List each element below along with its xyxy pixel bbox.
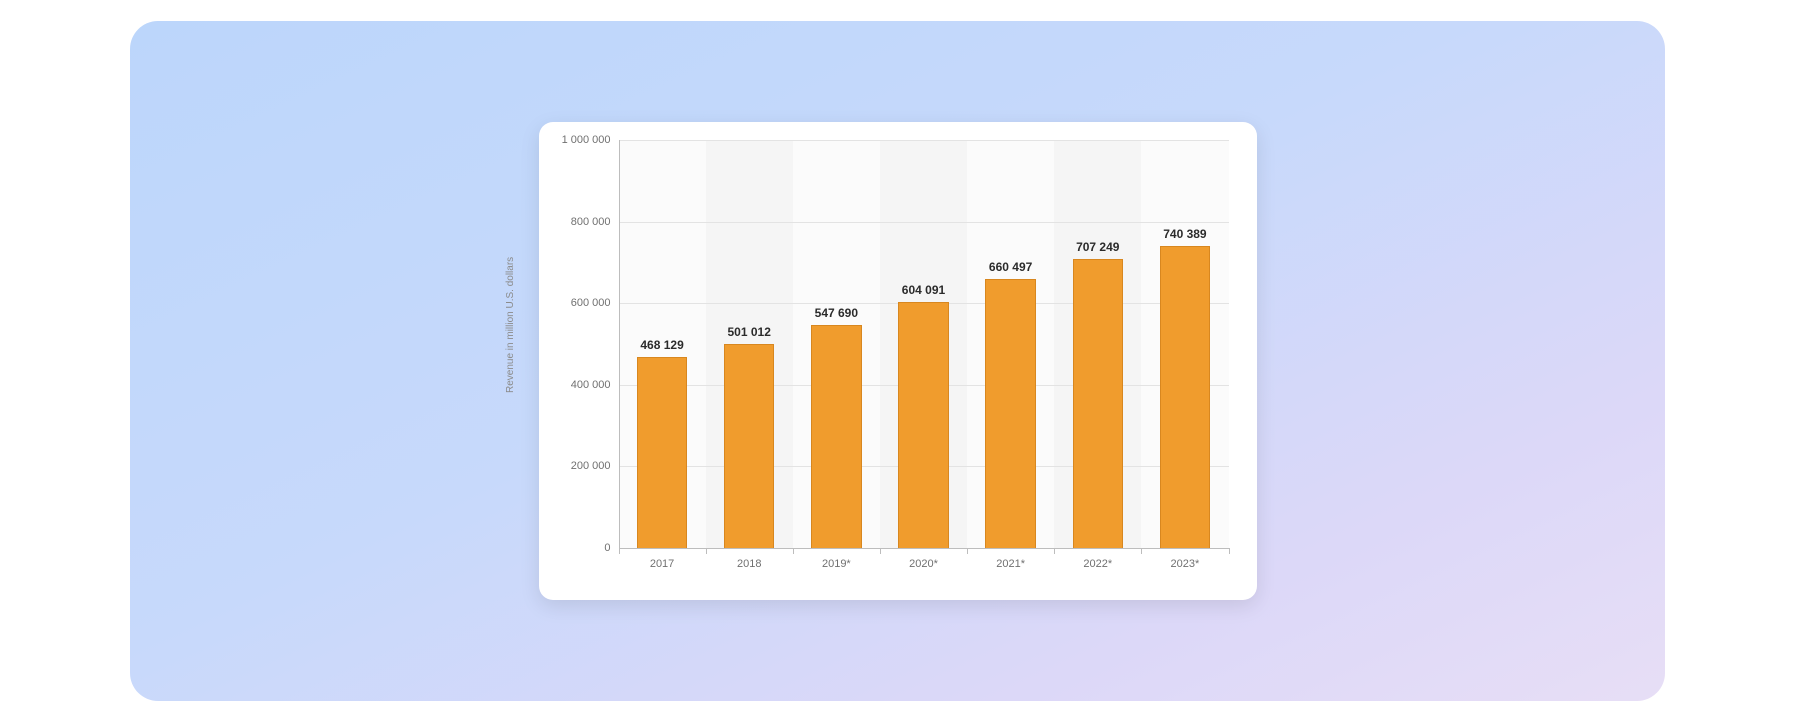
bar-value-label: 547 690	[815, 306, 858, 320]
gridline	[619, 222, 1229, 223]
x-tick-label: 2023*	[1171, 558, 1200, 570]
y-axis-title: Revenue in million U.S. dollars	[505, 257, 516, 393]
y-tick-label: 400 000	[571, 379, 619, 391]
bar-value-label: 468 129	[640, 338, 683, 352]
y-tick-label: 0	[604, 542, 618, 554]
y-tick-label: 800 000	[571, 216, 619, 228]
bar-value-label: 501 012	[728, 325, 771, 339]
x-tick-mark	[1229, 548, 1230, 554]
x-tick-label: 2017	[650, 558, 674, 570]
x-tick-label: 2019*	[822, 558, 851, 570]
gradient-card: Revenue in million U.S. dollars 20172018…	[130, 21, 1665, 701]
y-tick-label: 600 000	[571, 297, 619, 309]
bar-value-label: 740 389	[1163, 227, 1206, 241]
x-tick-label: 2018	[737, 558, 761, 570]
bar-value-label: 707 249	[1076, 240, 1119, 254]
bar: 604 091	[898, 302, 949, 548]
bar-value-label: 604 091	[902, 283, 945, 297]
gridline	[619, 548, 1229, 549]
chart-card: Revenue in million U.S. dollars 20172018…	[539, 122, 1257, 600]
x-tick-label: 2021*	[996, 558, 1025, 570]
chart-wrap: Revenue in million U.S. dollars 20172018…	[557, 140, 1229, 548]
y-axis-line	[619, 140, 620, 548]
bar: 501 012	[724, 344, 775, 548]
x-tick-label: 2022*	[1083, 558, 1112, 570]
bar-value-label: 660 497	[989, 260, 1032, 274]
bar: 547 690	[811, 325, 862, 548]
chart-plot: 201720182019*2020*2021*2022*2023* 0200 0…	[619, 140, 1229, 548]
y-tick-label: 1 000 000	[562, 134, 619, 146]
x-tick-label: 2020*	[909, 558, 938, 570]
gridline	[619, 140, 1229, 141]
bar: 707 249	[1073, 259, 1124, 548]
bar: 740 389	[1160, 246, 1211, 548]
bar: 660 497	[985, 279, 1036, 548]
y-tick-label: 200 000	[571, 460, 619, 472]
bar: 468 129	[637, 357, 688, 548]
